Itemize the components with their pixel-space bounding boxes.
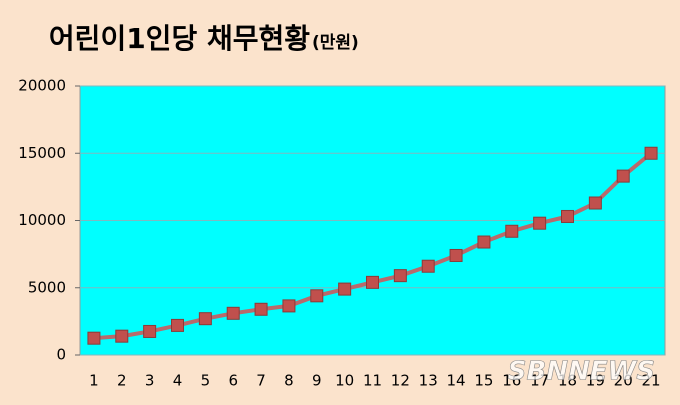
x-tick-label: 2	[117, 372, 127, 390]
x-tick-label: 19	[586, 372, 605, 390]
marker	[226, 306, 240, 320]
y-tick-label: 5000	[28, 278, 66, 296]
marker	[254, 302, 268, 316]
x-tick-label: 3	[145, 372, 155, 390]
marker	[87, 331, 101, 345]
marker	[588, 196, 602, 210]
x-tick-label: 10	[335, 372, 354, 390]
y-tick-label: 20000	[18, 77, 66, 95]
x-tick-label: 5	[201, 372, 211, 390]
x-tick-label: 4	[173, 372, 183, 390]
marker	[644, 146, 658, 160]
x-tick-label: 18	[558, 372, 577, 390]
watermark: SBNNEWS	[508, 357, 655, 387]
x-tick-label: 12	[391, 372, 410, 390]
marker	[282, 299, 296, 313]
marker	[393, 269, 407, 283]
marker	[421, 259, 435, 273]
marker	[143, 324, 157, 338]
marker	[366, 275, 379, 289]
x-tick-label: 7	[256, 372, 266, 390]
marker	[171, 318, 184, 332]
y-tick-label: 0	[56, 346, 66, 364]
marker	[338, 282, 352, 296]
marker	[310, 289, 324, 303]
x-tick-label: 16	[502, 372, 521, 390]
x-tick-label: 21	[642, 372, 661, 390]
marker	[115, 329, 129, 343]
x-tick-label: 17	[530, 372, 549, 390]
marker	[505, 224, 519, 238]
y-tick-label: 10000	[18, 211, 66, 229]
marker	[616, 169, 630, 183]
marker	[477, 235, 491, 249]
chart-title: 어린이1인당 채무현황	[49, 22, 310, 55]
x-tick-label: 15	[474, 372, 493, 390]
x-tick-label: 20	[614, 372, 633, 390]
x-tick-label: 8	[284, 372, 294, 390]
unit-label: (만원)	[312, 33, 359, 53]
y-tick-label: 15000	[18, 144, 66, 162]
x-tick-label: 1	[89, 372, 99, 390]
x-tick-label: 14	[447, 372, 466, 390]
marker	[198, 312, 212, 326]
x-tick-label: 11	[363, 372, 382, 390]
marker	[449, 248, 463, 262]
marker	[533, 216, 547, 230]
x-tick-label: 9	[312, 372, 322, 390]
marker	[561, 209, 574, 223]
x-tick-label: 6	[228, 372, 238, 390]
x-tick-label: 13	[419, 372, 438, 390]
